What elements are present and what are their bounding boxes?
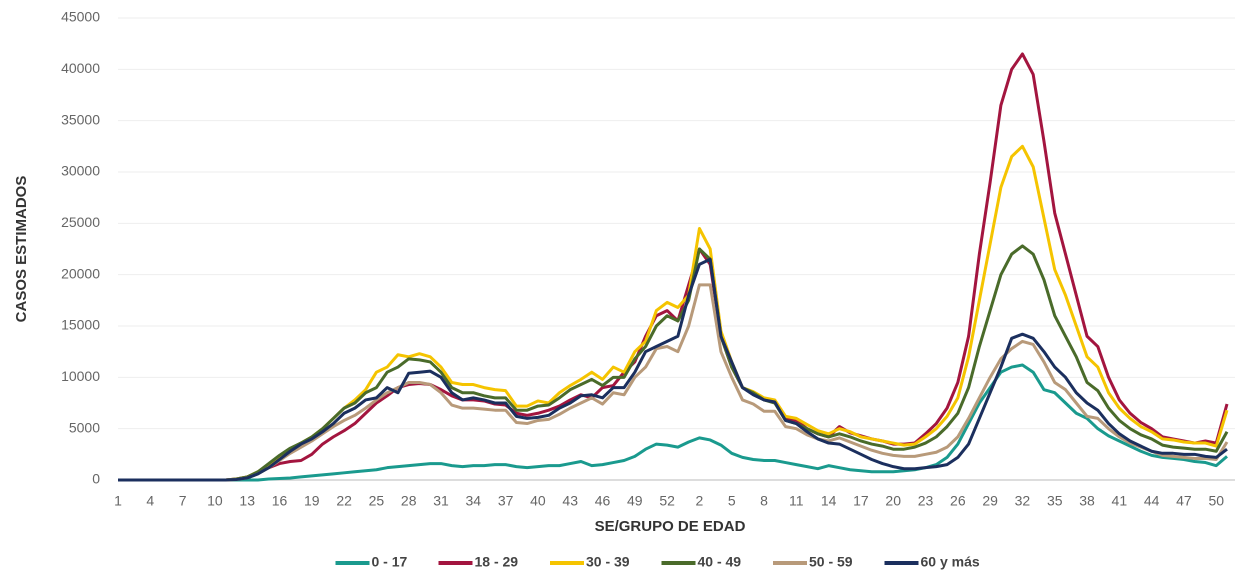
x-tick-label: 8	[760, 493, 768, 509]
x-tick-label: 20	[885, 493, 901, 509]
x-tick-label: 31	[433, 493, 449, 509]
x-tick-label: 43	[562, 493, 578, 509]
x-tick-label: 49	[627, 493, 643, 509]
x-tick-label: 1	[114, 493, 122, 509]
x-tick-label: 47	[1176, 493, 1192, 509]
x-tick-label: 29	[982, 493, 998, 509]
y-tick-label: 0	[92, 471, 100, 487]
x-tick-label: 23	[918, 493, 934, 509]
x-tick-label: 4	[146, 493, 154, 509]
x-tick-label: 37	[498, 493, 514, 509]
y-axis-title: CASOS ESTIMADOS	[13, 176, 30, 323]
x-tick-label: 52	[659, 493, 675, 509]
x-tick-label: 7	[179, 493, 187, 509]
y-tick-label: 35000	[61, 111, 100, 127]
x-tick-label: 35	[1047, 493, 1063, 509]
x-tick-label: 22	[336, 493, 352, 509]
x-tick-label: 5	[728, 493, 736, 509]
series-line	[118, 363, 1228, 482]
x-tick-label: 26	[950, 493, 966, 509]
x-tick-label: 38	[1079, 493, 1095, 509]
legend-label: 18 - 29	[475, 554, 519, 570]
y-tick-label: 20000	[61, 265, 100, 281]
y-tick-label: 15000	[61, 317, 100, 333]
y-tick-label: 40000	[61, 60, 100, 76]
series-line	[118, 52, 1229, 482]
x-tick-label: 32	[1015, 493, 1031, 509]
legend-label: 50 - 59	[809, 554, 853, 570]
x-tick-label: 16	[272, 493, 288, 509]
x-tick-label: 14	[821, 493, 837, 509]
x-tick-label: 19	[304, 493, 320, 509]
x-tick-label: 44	[1144, 493, 1160, 509]
y-tick-label: 30000	[61, 163, 100, 179]
y-tick-label: 45000	[61, 9, 100, 25]
series-line	[118, 144, 1229, 482]
x-tick-label: 17	[853, 493, 869, 509]
x-tick-label: 25	[369, 493, 385, 509]
legend-label: 60 y más	[921, 554, 980, 570]
x-tick-label: 13	[239, 493, 255, 509]
x-tick-label: 10	[207, 493, 223, 509]
x-axis-title: SE/GRUPO DE EDAD	[595, 518, 746, 535]
x-tick-label: 11	[789, 493, 804, 509]
legend-label: 0 - 17	[372, 554, 408, 570]
y-tick-label: 10000	[61, 368, 100, 384]
series-line	[118, 257, 1228, 482]
x-tick-label: 28	[401, 493, 417, 509]
y-tick-label: 5000	[69, 419, 100, 435]
legend-label: 40 - 49	[698, 554, 742, 570]
x-tick-label: 50	[1208, 493, 1224, 509]
x-tick-label: 46	[595, 493, 611, 509]
y-tick-label: 25000	[61, 214, 100, 230]
x-tick-label: 2	[696, 493, 704, 509]
x-tick-label: 40	[530, 493, 546, 509]
x-tick-label: 34	[466, 493, 482, 509]
legend-label: 30 - 39	[586, 554, 630, 570]
series-line	[118, 283, 1229, 482]
x-tick-label: 41	[1112, 493, 1128, 509]
